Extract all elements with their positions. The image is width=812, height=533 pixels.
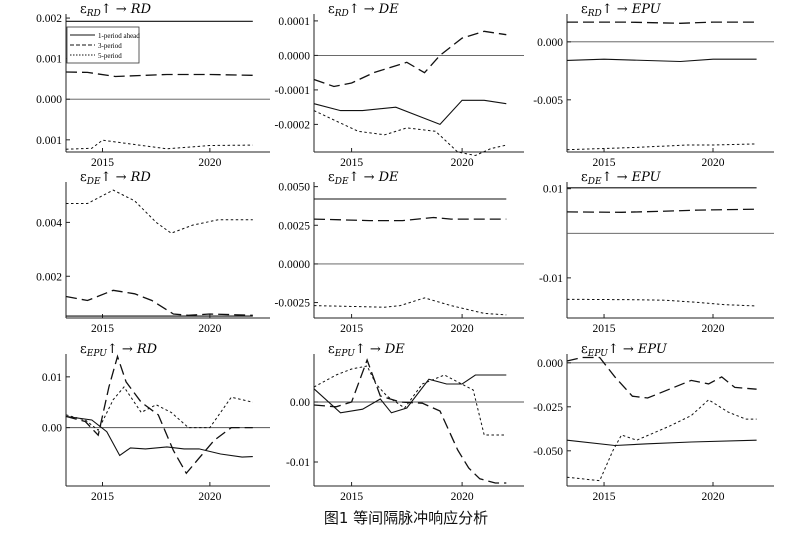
impulse-panel-9: -0.050 -0.025 0.000 2015 2020 εEPU↑ → EPU — [533, 342, 774, 503]
impulse-panel-2: -0.0002 -0.0001 0.0000 0.0001 2015 2020 εRD↑ →… — [275, 2, 524, 169]
panel-title: εEPU↑ → EPU — [581, 342, 668, 359]
y-tick-label: -0.005 — [533, 95, 563, 107]
series-line-5-period — [66, 189, 253, 234]
series-line-5-period — [313, 365, 507, 436]
y-tick-label: 0.00 — [290, 397, 310, 409]
x-tick-label: 2020 — [451, 157, 474, 169]
series-line-3-period — [65, 354, 253, 475]
legend: 1-period ahead 3-period 5-period — [66, 26, 140, 64]
y-tick-label: 0.01 — [42, 372, 62, 384]
y-tick-label: 0.0050 — [278, 182, 310, 194]
series-line-1-period-ahead — [65, 415, 253, 458]
y-tick-label: 0.0000 — [278, 259, 310, 271]
impulse-panel-5: -0.0025 0.0000 0.0025 0.0050 2015 2020 εDE↑ → … — [275, 170, 524, 335]
series-line-3-period — [313, 30, 507, 88]
x-tick-label: 2020 — [198, 323, 221, 335]
impulse-panel-7: 0.00 0.01 2015 2020 εEPU↑ → RD — [42, 342, 270, 503]
panel-title: εEPU↑ → DE — [328, 342, 405, 359]
y-tick-label: 0.001 — [36, 54, 62, 66]
panel-title: εEPU↑ → RD — [80, 342, 158, 359]
legend-label: 5-period — [98, 52, 122, 60]
series-line-5-period — [566, 399, 757, 482]
series-line-5-period — [313, 110, 507, 157]
series-line-5-period — [313, 297, 507, 316]
panel-title: εDE↑ → EPU — [581, 170, 662, 187]
panel-title: εRD↑ → EPU — [581, 2, 662, 19]
x-tick-label: 2015 — [340, 323, 363, 335]
x-tick-label: 2020 — [701, 323, 724, 335]
series-line-1-period-ahead — [313, 99, 507, 126]
x-tick-label: 2015 — [91, 323, 114, 335]
series-line-5-period — [566, 298, 757, 307]
series-line-3-period — [566, 208, 757, 213]
y-tick-label: -0.01 — [539, 273, 563, 285]
x-tick-label: 2020 — [701, 491, 724, 503]
series-line-3-period — [313, 358, 507, 484]
series-line-1-period-ahead — [566, 439, 757, 447]
x-tick-label: 2015 — [340, 491, 363, 503]
x-tick-label: 2015 — [340, 157, 363, 169]
y-tick-label: 0.0025 — [278, 220, 310, 232]
series-line-3-period — [566, 356, 757, 399]
series-line-1-period-ahead — [566, 58, 757, 63]
y-tick-label: 0.000 — [36, 94, 62, 106]
y-tick-label: -0.025 — [533, 402, 563, 414]
y-tick-label: -0.0002 — [275, 119, 311, 131]
x-tick-label: 2020 — [198, 491, 221, 503]
series-line-5-period — [65, 139, 253, 150]
y-tick-label: 0.01 — [543, 184, 563, 196]
panel-title: εRD↑ → DE — [328, 2, 399, 19]
y-tick-label: 0.002 — [36, 271, 62, 283]
y-tick-label: 0.000 — [537, 37, 563, 49]
legend-label: 1-period ahead — [98, 32, 140, 40]
y-tick-label: 0.0000 — [278, 50, 310, 62]
impulse-panel-4: 0.002 0.004 2015 2020 εDE↑ → RD — [36, 170, 270, 335]
x-tick-label: 2015 — [593, 157, 616, 169]
figure-caption: 图1 等间隔脉冲响应分析 — [323, 509, 489, 527]
y-tick-label: 0.001 — [36, 135, 62, 147]
y-tick-label: 0.000 — [537, 358, 563, 370]
panel-title: εDE↑ → DE — [328, 170, 399, 187]
series-line-5-period — [65, 386, 253, 431]
x-tick-label: 2020 — [701, 157, 724, 169]
y-tick-label: 0.0001 — [278, 16, 310, 28]
x-tick-label: 2015 — [593, 491, 616, 503]
series-line-3-period — [313, 216, 507, 222]
impulse-panel-3: -0.005 0.000 2015 2020 εRD↑ → EPU — [533, 2, 774, 169]
x-tick-label: 2015 — [593, 323, 616, 335]
series-line-3-period — [567, 21, 757, 24]
y-tick-label: 0.004 — [36, 217, 62, 229]
panel-title: εDE↑ → RD — [80, 170, 151, 187]
y-tick-label: 0.00 — [42, 423, 62, 435]
series-line-3-period — [65, 289, 253, 316]
y-tick-label: -0.0001 — [275, 85, 311, 97]
y-tick-label: 0.002 — [36, 13, 62, 25]
y-tick-label: -0.0025 — [275, 298, 311, 310]
panel-title: εRD↑ → RD — [80, 2, 152, 19]
impulse-panel-6: -0.01 0.01 2015 2020 εDE↑ → EPU — [539, 170, 774, 335]
series-line-3-period — [65, 71, 253, 78]
x-tick-label: 2020 — [451, 491, 474, 503]
y-tick-label: -0.01 — [286, 457, 310, 469]
x-tick-label: 2015 — [91, 157, 114, 169]
y-tick-label: -0.050 — [533, 446, 563, 458]
series-line-5-period — [566, 143, 757, 151]
impulse-panel-1: 0.001 0.000 0.001 0.002 2015 2020 εRD↑ → RD — [36, 2, 270, 169]
legend-label: 3-period — [98, 42, 122, 50]
x-tick-label: 2020 — [451, 323, 474, 335]
x-tick-label: 2020 — [198, 157, 221, 169]
x-tick-label: 2015 — [91, 491, 114, 503]
series-line-1-period-ahead — [313, 374, 507, 414]
impulse-panel-8: -0.01 0.00 2015 2020 εEPU↑ → DE — [286, 342, 524, 503]
